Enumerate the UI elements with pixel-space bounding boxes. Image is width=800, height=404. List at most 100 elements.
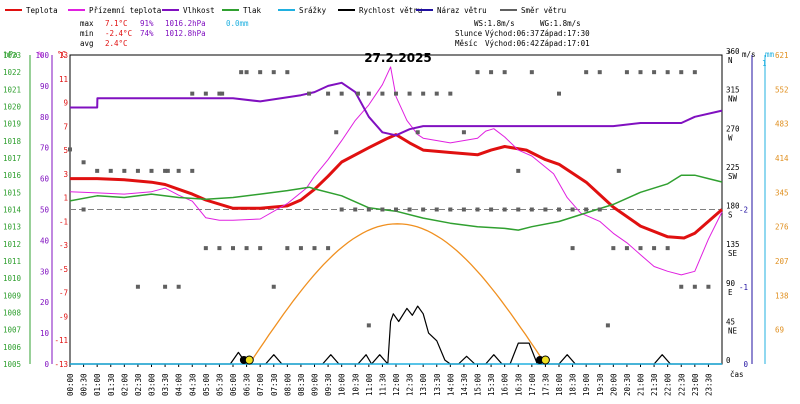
chart-title: 27.2.2025 (364, 51, 432, 65)
stats-temp: -2.4°C (105, 29, 132, 38)
x-tick-label: 08:00 (283, 373, 292, 396)
wind-direction-point (421, 91, 426, 96)
x-tick-label: 03:00 (148, 373, 157, 396)
hpa-tick-label: 1007 (3, 326, 21, 335)
wind-direction-point (334, 130, 339, 135)
x-tick-label: 17:30 (541, 373, 550, 396)
wind-direction-point (475, 70, 480, 75)
dir-compass-label: N (728, 56, 733, 65)
temp-tick-label: 1 (63, 194, 68, 203)
wind-direction-point (679, 70, 684, 75)
wind-tick-label: -2 (739, 206, 748, 215)
x-tick-label: 17:00 (528, 373, 537, 396)
dir-compass-label: E (728, 288, 733, 297)
x-tick-label: 22:30 (677, 373, 686, 396)
x-tick-label: 01:30 (107, 373, 116, 396)
wind-direction-point (557, 91, 561, 96)
wind-direction-point (203, 246, 208, 251)
x-tick-label: 12:00 (392, 373, 401, 396)
stats-wg: WG:1.8m/s (540, 19, 581, 28)
wind-direction-point (434, 91, 439, 96)
sunset-marker (540, 355, 550, 365)
wind-direction-point (203, 91, 208, 96)
wind-direction-point (502, 70, 507, 75)
dir-compass-label: W (728, 133, 733, 142)
rain-tick-label: 621 (775, 51, 789, 60)
pct-tick-label: 40 (40, 236, 50, 245)
wind-direction-point (394, 91, 398, 96)
dir-compass-label: NE (728, 326, 738, 335)
pct-unit: % (38, 50, 43, 59)
stats-rain: 0.0mm (226, 19, 249, 28)
series-teplota-line (70, 133, 723, 240)
x-tick-label: 22:00 (664, 373, 673, 396)
rain-tick-label: 552 (775, 85, 789, 94)
temp-tick-label: -9 (59, 312, 68, 321)
wind-direction-point (461, 130, 466, 135)
x-tick-label: 05:30 (215, 373, 224, 396)
deg-unit: ° (727, 50, 732, 59)
pct-tick-label: 70 (40, 144, 50, 153)
wind-direction-point (190, 91, 195, 96)
x-tick-label: 10:30 (351, 373, 360, 396)
temp-tick-label: 9 (63, 99, 68, 108)
x-tick-label: 11:30 (378, 373, 387, 396)
wind-direction-point (339, 91, 344, 96)
wind-direction-point (380, 207, 385, 212)
x-tick-label: 18:30 (569, 373, 578, 396)
x-tick-label: 13:00 (419, 373, 428, 396)
x-tick-label: 20:30 (623, 373, 632, 396)
wind-direction-point (326, 91, 331, 96)
wind-direction-point (706, 284, 711, 289)
legend-label: Srážky (299, 6, 327, 15)
hpa-tick-label: 1012 (3, 240, 21, 249)
x-tick-label: 06:30 (243, 373, 252, 396)
wind-direction-point (638, 70, 643, 75)
wind-direction-point (366, 323, 371, 328)
series-vlhkost-line (70, 81, 723, 137)
wind-direction-point (244, 246, 249, 251)
pct-tick-label: 0 (44, 360, 49, 369)
wind-direction-point (122, 168, 127, 173)
wind-direction-point (557, 207, 561, 212)
wind-direction-point (298, 246, 303, 251)
x-tick-label: 00:00 (66, 373, 75, 396)
hpa-tick-label: 1008 (3, 309, 22, 318)
temp-tick-label: -3 (59, 241, 68, 250)
wind-direction-point (326, 246, 331, 251)
dir-compass-label: SE (728, 249, 738, 258)
pct-tick-label: 10 (40, 329, 50, 338)
wind-direction-point (597, 70, 602, 75)
wind-direction-point (665, 246, 670, 251)
wind-direction-point (448, 207, 453, 212)
wind-tick-label: -1 (739, 283, 748, 292)
wind-direction-point (176, 284, 181, 289)
wind-direction-point (421, 207, 426, 212)
hpa-tick-label: 1019 (3, 120, 21, 129)
wind-direction-point (584, 207, 589, 212)
wind-direction-point (135, 168, 140, 173)
x-tick-label: 21:00 (637, 373, 646, 396)
stats-sun-rise: Východ:06:37 (485, 29, 539, 38)
wind-direction-point (407, 91, 412, 96)
x-tick-label: 08:30 (297, 373, 306, 396)
series-tlak-line (69, 174, 723, 231)
ms-unit: m/s (742, 50, 756, 59)
hpa-tick-label: 1018 (3, 137, 22, 146)
wind-direction-point (149, 168, 154, 173)
x-tick-label: 19:00 (582, 373, 591, 396)
stats-moon-label: Měsíc (455, 39, 478, 48)
wind-direction-point (239, 70, 244, 75)
dir-tick-label: 90 (726, 279, 736, 288)
rain-axis-top: 1 (762, 59, 767, 68)
mm-unit: mm (765, 50, 775, 59)
wind-direction-point (165, 168, 170, 173)
x-tick-label: 00:30 (80, 373, 89, 396)
x-tick-label: 16:30 (514, 373, 523, 396)
x-tick-label: 10:00 (338, 373, 347, 396)
wind-direction-point (652, 70, 657, 75)
stats-ws: WS:1.8m/s (474, 19, 515, 28)
series-p-zemn-teplota-line (69, 66, 723, 276)
